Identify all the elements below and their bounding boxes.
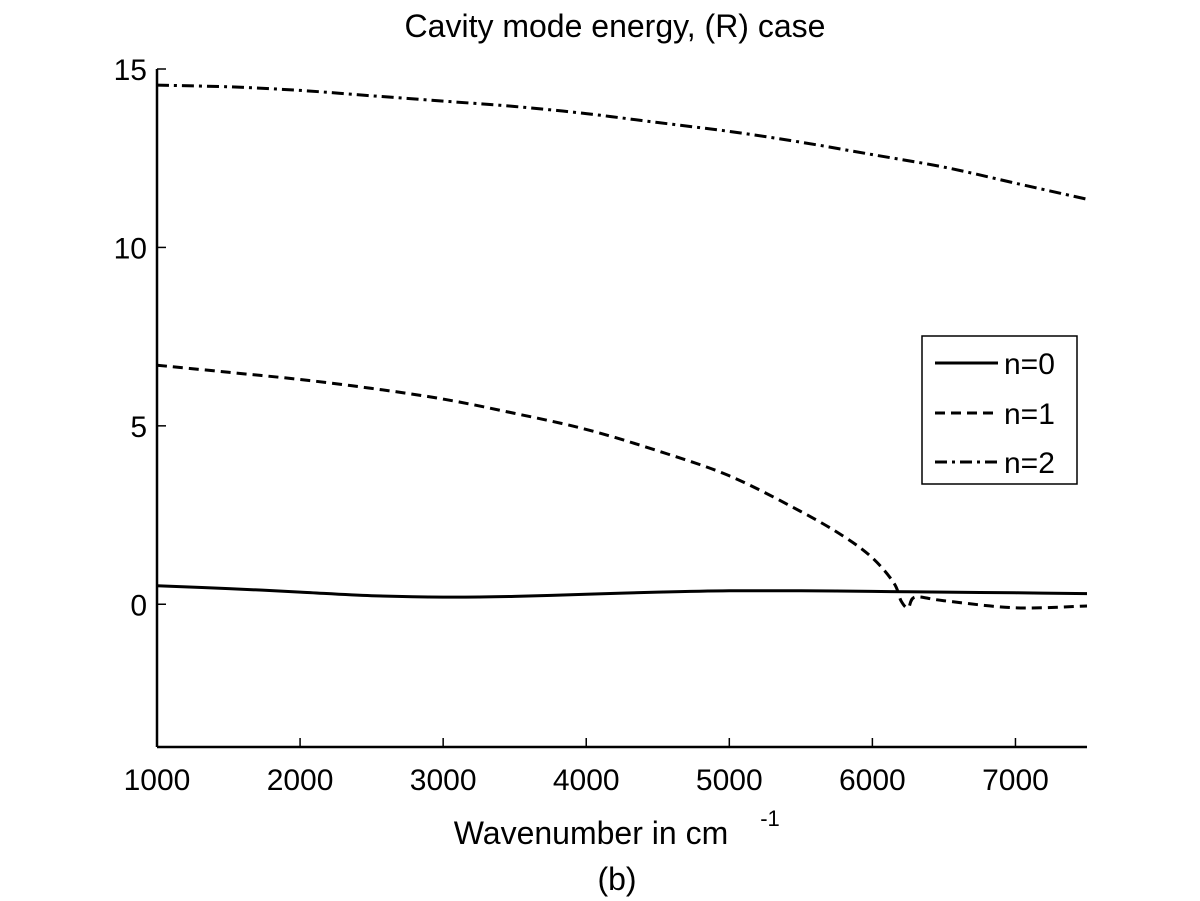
chart-title: Cavity mode energy, (R) case bbox=[405, 8, 826, 44]
x-tick-label: 3000 bbox=[410, 764, 477, 797]
x-axis-label: Wavenumber in cm bbox=[454, 815, 728, 851]
x-axis-label-superscript: -1 bbox=[760, 806, 780, 831]
x-axis: 1000 2000 3000 4000 5000 6000 7000 bbox=[124, 738, 1049, 797]
x-tick-label: 4000 bbox=[553, 764, 620, 797]
series-line-n2 bbox=[156, 83, 1088, 201]
x-tick-label: 1000 bbox=[124, 764, 191, 797]
y-tick-label: 10 bbox=[114, 232, 147, 265]
legend-box bbox=[921, 335, 1078, 485]
legend-label: n=2 bbox=[1004, 447, 1055, 480]
y-tick-label: 0 bbox=[130, 589, 147, 622]
y-tick-label: 5 bbox=[130, 411, 147, 444]
legend-label: n=1 bbox=[1004, 398, 1055, 431]
x-tick-label: 7000 bbox=[982, 764, 1049, 797]
x-tick-label: 6000 bbox=[839, 764, 906, 797]
plot-area bbox=[155, 69, 1088, 749]
x-tick-label: 5000 bbox=[696, 764, 763, 797]
series-line-n0 bbox=[156, 584, 1088, 599]
y-tick-label: 15 bbox=[114, 54, 147, 87]
series-line-n1 bbox=[156, 363, 1088, 610]
x-tick-label: 2000 bbox=[267, 764, 334, 797]
y-axis: 0 5 10 15 bbox=[114, 54, 166, 622]
legend: n=0 n=1 n=2 bbox=[921, 335, 1078, 485]
figure-caption: (b) bbox=[597, 861, 636, 897]
legend-label: n=0 bbox=[1004, 348, 1055, 381]
